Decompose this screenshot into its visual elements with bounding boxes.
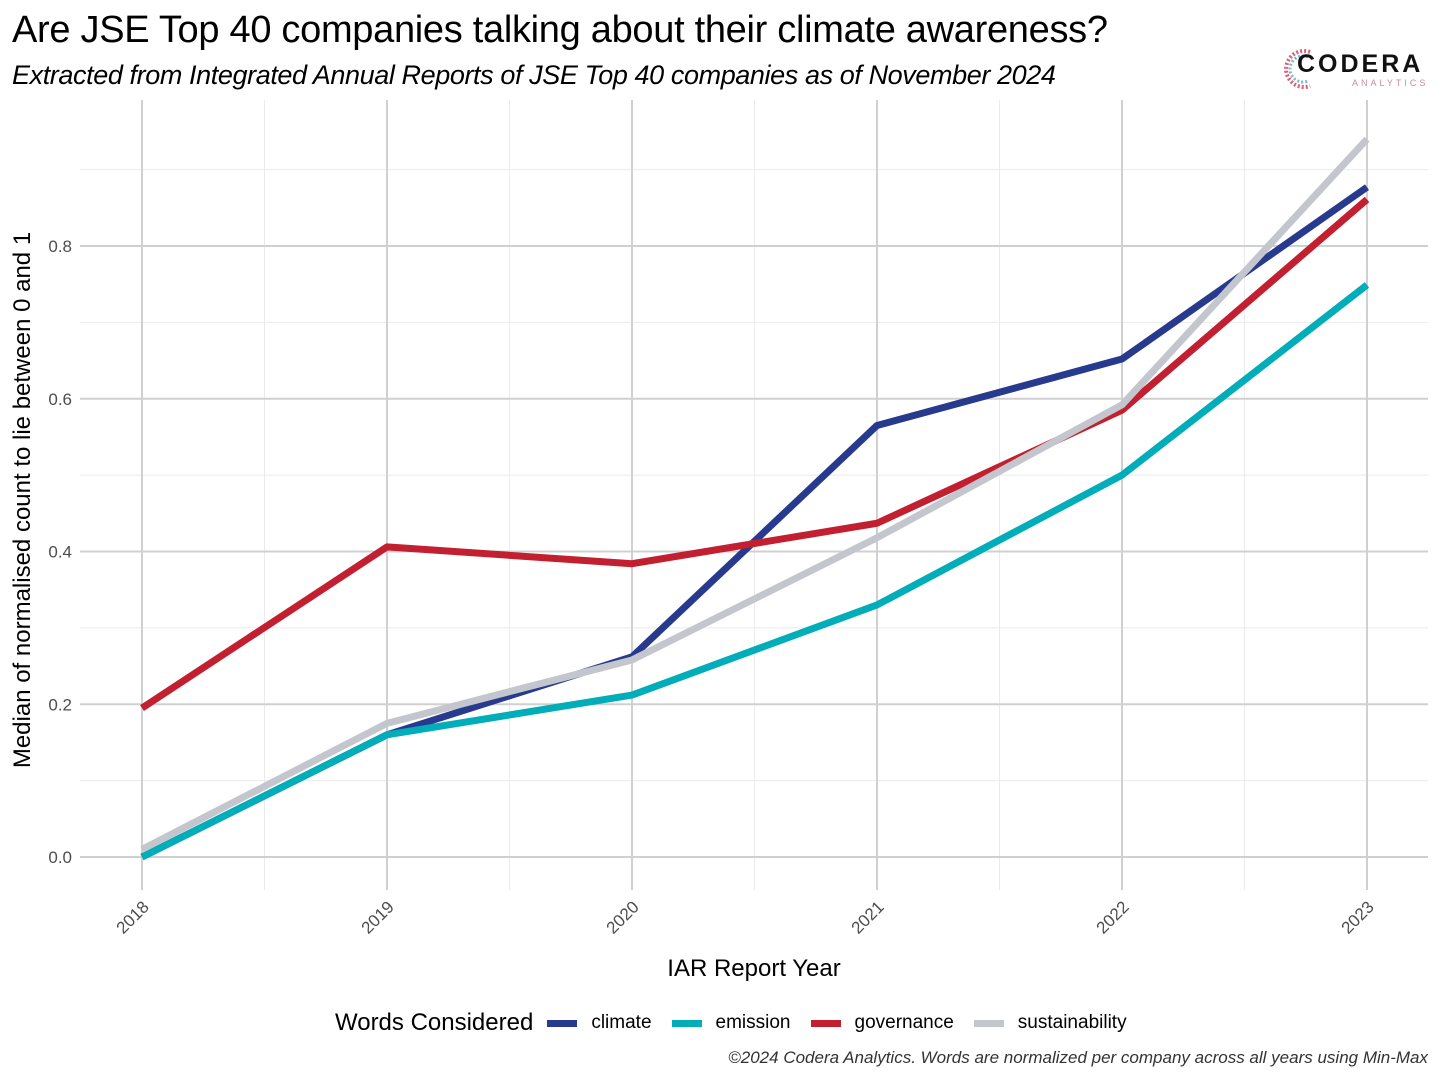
x-tick-label: 2021 xyxy=(848,897,888,937)
series-line-sustainability xyxy=(140,136,1370,853)
minor-gridlines xyxy=(80,100,1428,890)
x-tick-label: 2022 xyxy=(1093,897,1133,937)
codera-logo-mark-icon xyxy=(1284,49,1311,89)
x-tick-label: 2020 xyxy=(603,897,643,937)
x-tick-label: 2023 xyxy=(1338,897,1378,937)
series-line-governance xyxy=(140,196,1370,711)
x-tick-label: 2018 xyxy=(113,897,153,937)
line-chart: 0.0 0.2 0.4 0.6 0.8 2018 2019 2020 2021 2022 2023… xyxy=(9,100,1428,982)
legend-key xyxy=(810,1019,841,1027)
series-lines xyxy=(140,136,1370,861)
legend-item-governance: governance xyxy=(810,1012,954,1034)
logo-wordmark: CODERA xyxy=(1297,50,1424,78)
y-tick-label: 0.4 xyxy=(48,543,72,562)
legend-item-emission: emission xyxy=(671,1012,791,1034)
legend-item-sustainability: sustainability xyxy=(973,1012,1127,1034)
x-tick-label: 2019 xyxy=(358,897,398,937)
legend-label: sustainability xyxy=(1017,1012,1127,1033)
y-axis-title: Median of normalised count to lie betwee… xyxy=(9,232,36,768)
legend-item-climate: climate xyxy=(547,1012,652,1034)
y-axis-ticks: 0.0 0.2 0.4 0.6 0.8 xyxy=(48,237,72,867)
y-tick-label: 0.0 xyxy=(48,848,72,867)
legend-key xyxy=(671,1019,702,1027)
y-tick-label: 0.2 xyxy=(48,695,72,714)
major-gridlines xyxy=(80,100,1428,890)
x-axis-ticks: 2018 2019 2020 2021 2022 2023 xyxy=(113,897,1378,937)
legend-label: governance xyxy=(854,1012,954,1033)
legend-label: emission xyxy=(715,1012,791,1033)
codera-logo: CODERA ANALYTICS xyxy=(1282,44,1432,94)
y-tick-label: 0.6 xyxy=(48,390,72,409)
x-axis-title: IAR Report Year xyxy=(667,955,840,982)
series-line-emission xyxy=(140,282,1370,861)
legend: Words Considered climate emission govern… xyxy=(335,1006,1147,1040)
legend-key xyxy=(547,1019,578,1027)
chart-subtitle: Extracted from Integrated Annual Reports… xyxy=(12,60,1056,90)
logo-subtext: ANALYTICS xyxy=(1352,78,1429,88)
y-tick-label: 0.8 xyxy=(48,237,72,256)
legend-label: climate xyxy=(591,1012,652,1033)
chart-caption: ©2024 Codera Analytics. Words are normal… xyxy=(728,1048,1428,1067)
legend-title: Words Considered xyxy=(335,1009,534,1036)
chart-title: Are JSE Top 40 companies talking about t… xyxy=(12,9,1108,51)
legend-key xyxy=(973,1019,1004,1027)
